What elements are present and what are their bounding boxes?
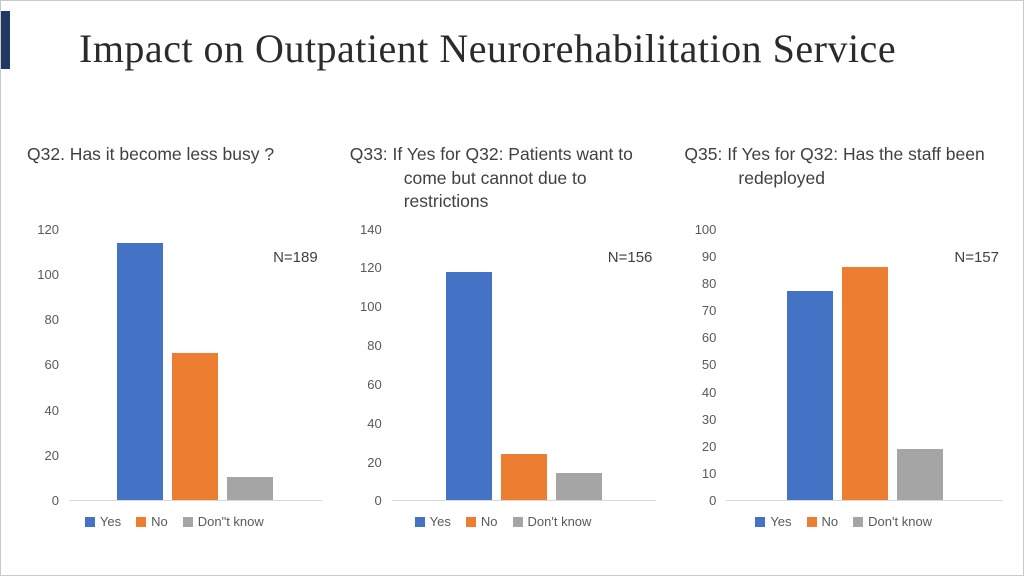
y-tick-label: 100 [360,299,382,315]
y-tick-label: 80 [44,312,59,328]
slide-title: Impact on Outpatient Neurorehabilitation… [79,26,897,71]
bar-no [841,266,888,500]
y-tick-label: 10 [701,466,717,482]
legend-item: Don't know [512,514,592,529]
legend-item: No [465,514,498,529]
legend-swatch [84,516,95,527]
y-tick-label: 60 [701,330,717,346]
legend-swatch [136,516,147,527]
y-axis: 120 100 80 60 40 20 0 [27,223,69,508]
charts-row: Q32. Has it become less busy ? 120 100 80 6… [27,143,1003,529]
chart-title-q35: Q35: If Yes for Q32: Has the staff been … [684,144,985,188]
chart-q32: Q32. Has it become less busy ? 120 100 80 6… [27,143,322,529]
y-tick-label: 60 [44,357,59,373]
chart-q33: Q33: If Yes for Q32: Patients want to co… [350,143,657,529]
y-tick-label: 0 [374,493,382,509]
legend-swatch [182,516,193,527]
y-tick-label: 100 [37,266,59,282]
y-tick-label: 80 [701,275,717,291]
legend-item: No [136,514,168,529]
legend-item: Yes [755,514,792,529]
plot-wrap: 100 90 80 70 60 50 40 30 20 10 0 N=157 [684,223,1003,508]
legend-label: No [151,514,168,529]
y-tick-label: 100 [694,221,717,237]
y-tick-label: 40 [367,415,382,431]
legend: Yes No Don"t know [27,514,322,529]
chart-title-q32: Q32. Has it become less busy ? [27,144,275,164]
y-tick-label: 120 [37,221,59,237]
y-tick-label: 0 [709,493,717,509]
chart-title-q33: Q33: If Yes for Q32: Patients want to co… [349,144,633,212]
bar-no [172,353,219,500]
plot-wrap: 140 120 100 80 60 40 20 0 N=156 [350,223,657,508]
legend-label: Yes [99,514,122,529]
y-tick-label: 50 [701,357,717,373]
y-tick-label: 120 [360,260,382,276]
legend-swatch [465,516,476,527]
y-tick-label: 20 [367,454,382,470]
bars-group [392,229,657,500]
y-tick-label: 20 [701,439,717,454]
legend-item: Don"t know [182,514,264,529]
legend-swatch [755,516,766,527]
y-axis: 100 90 80 70 60 50 40 30 20 10 0 [684,223,726,508]
bar-don-t-know [227,477,274,500]
y-tick-label: 70 [701,303,717,319]
legend: Yes No Don't know [684,514,1003,529]
plot-area: N=157 [726,229,1003,501]
y-tick-label: 30 [701,411,717,427]
legend-item: Yes [84,514,122,529]
legend-label: Yes [770,514,792,529]
legend-swatch [512,516,523,527]
legend-label: No [821,514,839,529]
bar-yes [786,291,833,500]
legend-label: Yes [429,514,451,529]
legend-label: No [480,514,498,529]
bar-don-t-know [896,448,943,500]
legend-label: Don't know [868,514,933,529]
chart-q35: Q35: If Yes for Q32: Has the staff been … [684,143,1003,529]
y-tick-label: 90 [701,248,717,264]
sample-size-label: N=157 [954,249,999,266]
y-axis: 140 120 100 80 60 40 20 0 [350,223,392,508]
bar-don-t-know [556,472,603,500]
bar-yes [117,242,164,500]
legend-swatch [806,516,817,527]
legend-item: Yes [414,514,451,529]
y-tick-label: 80 [367,338,382,354]
bar-no [501,453,548,500]
legend-swatch [414,516,425,527]
y-tick-label: 40 [44,402,59,418]
legend-swatch [853,516,864,527]
bar-yes [446,271,493,500]
legend-item: Don't know [853,514,932,529]
plot-wrap: 120 100 80 60 40 20 0 N=189 [27,223,322,508]
y-tick-label: 0 [51,493,59,509]
y-tick-label: 60 [367,376,382,392]
y-tick-label: 140 [360,221,382,237]
legend-item: No [806,514,839,529]
sample-size-label: N=156 [607,249,653,266]
y-tick-label: 40 [701,384,717,400]
legend-label: Don"t know [197,514,264,529]
y-tick-label: 20 [44,448,59,464]
plot-area: N=156 [391,229,657,501]
legend-label: Don't know [527,514,592,529]
bars-group [726,229,1003,500]
legend: Yes No Don't know [350,514,657,529]
bars-group [69,229,322,500]
sample-size-label: N=189 [273,249,318,266]
accent-bar [1,11,10,69]
plot-area: N=189 [69,229,322,501]
